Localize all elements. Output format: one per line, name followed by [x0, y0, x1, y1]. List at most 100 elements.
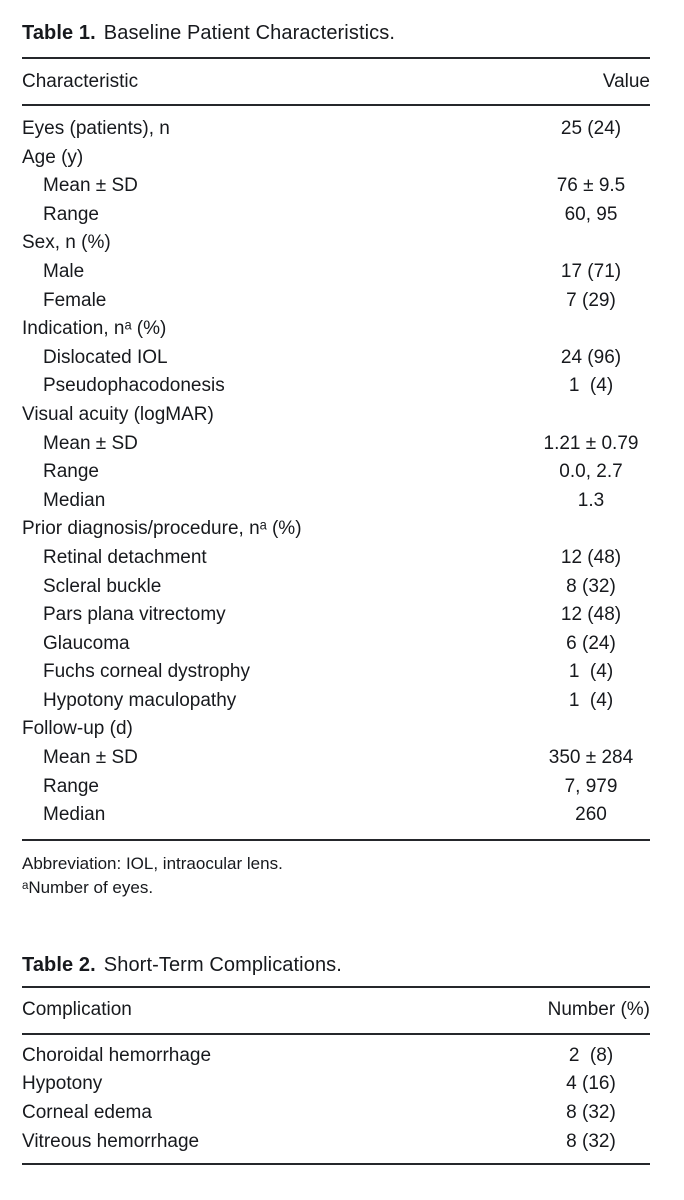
row-value: 0.0, 2.7: [559, 461, 623, 483]
row-label: Range: [43, 461, 99, 483]
row-label: Hypotony maculopathy: [43, 689, 237, 711]
row-value: 1.3: [577, 489, 605, 511]
row-value: 1 (4): [568, 661, 614, 683]
row-label: Range: [43, 203, 99, 225]
table-row: Hypotony maculopathy 1 (4): [22, 687, 650, 716]
table-row: Corneal edema 8 (32): [22, 1099, 650, 1128]
row-label: Sex, n (%): [22, 232, 111, 254]
row-value: 76 ± 9.5: [556, 175, 626, 197]
row-label: Mean ± SD: [43, 432, 138, 454]
row-value: 12 (48): [560, 546, 622, 568]
table-row: Mean ± SD 1.21 ± 0.79: [22, 430, 650, 459]
table2-bottom-rule: [22, 1163, 650, 1166]
row-label: Visual acuity (logMAR): [22, 403, 214, 425]
table-row: Hypotony 4 (16): [22, 1070, 650, 1099]
row-label: Mean ± SD: [43, 175, 138, 197]
table-row: Range 0.0, 2.7: [22, 458, 650, 487]
table-row: Retinal detachment 12 (48): [22, 544, 650, 573]
table-row: Scleral buckle 8 (32): [22, 573, 650, 602]
table2-title-text: Short-Term Complications.: [103, 953, 342, 976]
table-row: Male 17 (71): [22, 258, 650, 287]
table-row: Choroidal hemorrhage 2 (8): [22, 1042, 650, 1071]
table2-col-complication: Complication: [22, 999, 132, 1021]
table2-title-label: Table 2.: [22, 953, 96, 976]
table-row: Pseudophacodonesis 1 (4): [22, 372, 650, 401]
table1-body: Eyes (patients), n 25 (24) Age (y) Mean …: [22, 106, 650, 839]
row-value: 24 (96): [560, 346, 622, 368]
table1-title-label: Table 1.: [22, 22, 96, 44]
table-row: Mean ± SD 76 ± 9.5: [22, 172, 650, 201]
row-label: Pars plana vitrectomy: [43, 604, 226, 626]
row-label: Hypotony: [22, 1073, 103, 1095]
row-value: 1 (4): [568, 689, 614, 711]
table1-header-row: Characteristic Value: [22, 59, 650, 104]
table1-header-rule: [22, 104, 650, 106]
table1-footnote-abbreviation: Abbreviation: IOL, intraocular lens.: [22, 853, 283, 873]
table-row: Pars plana vitrectomy 12 (48): [22, 601, 650, 630]
row-value: 1.21 ± 0.79: [543, 432, 639, 454]
row-label: Range: [43, 775, 99, 797]
table-row: Median 260: [22, 801, 650, 830]
table-row: Glaucoma 6 (24): [22, 630, 650, 659]
row-value: 8 (32): [566, 575, 616, 597]
table1-col-characteristic: Characteristic: [22, 70, 139, 92]
row-label: Vitreous hemorrhage: [22, 1130, 200, 1152]
table-row: Sex, n (%): [22, 229, 650, 258]
row-value: 6 (24): [566, 632, 616, 654]
row-value: 2 (8): [568, 1044, 614, 1066]
table-row: Visual acuity (logMAR): [22, 401, 650, 430]
table-row: Prior diagnosis/procedure, nᵃ (%): [22, 515, 650, 544]
row-label: Scleral buckle: [43, 575, 162, 597]
row-label: Follow-up (d): [22, 718, 133, 740]
table-row: Range 7, 979: [22, 773, 650, 802]
row-label: Indication, nᵃ (%): [22, 318, 167, 340]
table1-footnote-number-of-eyes: ᵃNumber of eyes.: [22, 877, 154, 897]
table1-bottom-rule: [22, 838, 650, 841]
row-label: Dislocated IOL: [43, 346, 168, 368]
row-value: 8 (32): [566, 1102, 616, 1124]
row-label: Choroidal hemorrhage: [22, 1044, 212, 1066]
table1-col-value: Value: [602, 70, 650, 92]
table1-title: Table 1. Baseline Patient Characteristics…: [22, 20, 650, 47]
row-value: 17 (71): [560, 260, 622, 282]
table-row: Mean ± SD 350 ± 284: [22, 744, 650, 773]
table2-section: Table 2. Short-Term Complications. Compli…: [22, 952, 650, 1166]
table1-section: Table 1. Baseline Patient Characteristics…: [22, 20, 650, 900]
table-row: Eyes (patients), n 25 (24): [22, 115, 650, 144]
table-row: Follow-up (d): [22, 715, 650, 744]
table2-header-row: Complication Number (%): [22, 988, 650, 1033]
table2-top-rule: [22, 985, 650, 988]
table2-body: Choroidal hemorrhage 2 (8) Hypotony 4 (1…: [22, 1035, 650, 1163]
row-value: 8 (32): [566, 1130, 616, 1152]
row-label: Median: [43, 489, 106, 511]
row-value: 60, 95: [564, 203, 618, 225]
row-value: 4 (16): [566, 1073, 616, 1095]
row-value: 25 (24): [560, 118, 622, 139]
table-row: Indication, nᵃ (%): [22, 315, 650, 344]
table-row: Dislocated IOL 24 (96): [22, 344, 650, 373]
table2-col-number: Number (%): [547, 999, 650, 1021]
row-label: Age (y): [22, 146, 84, 168]
row-value: 350 ± 284: [548, 747, 634, 769]
row-label: Female: [43, 289, 107, 311]
row-value: 7, 979: [564, 775, 618, 797]
row-label: Male: [43, 260, 85, 282]
row-label: Eyes (patients), n: [22, 118, 170, 139]
row-label: Fuchs corneal dystrophy: [43, 661, 250, 683]
table-row: Median 1.3: [22, 487, 650, 516]
row-label: Corneal edema: [22, 1102, 152, 1124]
row-value: 260: [575, 804, 607, 826]
table2-title: Table 2. Short-Term Complications.: [22, 952, 650, 979]
table-row: Fuchs corneal dystrophy 1 (4): [22, 658, 650, 687]
row-label: Pseudophacodonesis: [43, 375, 225, 397]
row-value: 1 (4): [568, 375, 614, 397]
table-row: Range 60, 95: [22, 201, 650, 230]
row-label: Glaucoma: [43, 632, 130, 654]
table1-title-text: Baseline Patient Characteristics.: [103, 22, 396, 44]
row-label: Prior diagnosis/procedure, nᵃ (%): [22, 518, 302, 540]
row-label: Median: [43, 804, 106, 826]
table-row: Age (y): [22, 144, 650, 173]
row-label: Mean ± SD: [43, 747, 138, 769]
table1-footnotes: Abbreviation: IOL, intraocular lens. ᵃNu…: [22, 852, 650, 900]
